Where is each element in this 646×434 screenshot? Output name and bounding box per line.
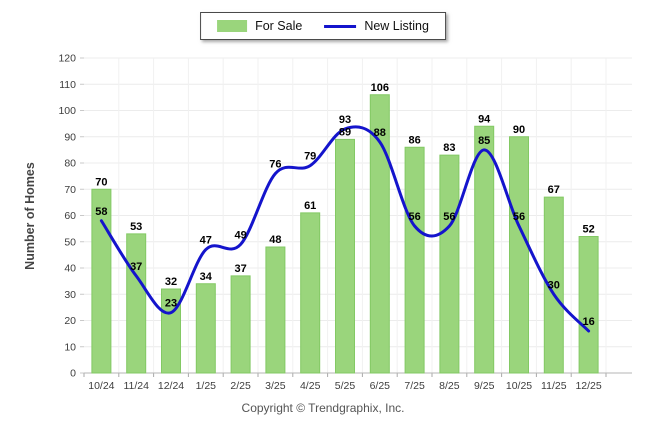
line-new-listing [99,125,591,333]
x-tick-label: 6/25 [370,380,391,392]
line-value-label: 56 [443,211,455,223]
line-value-label: 49 [234,229,246,241]
bar-value-label: 89 [339,126,351,138]
y-tick-label: 60 [64,210,76,222]
bar-value-label: 48 [269,234,281,246]
copyright-text: Copyright © Trendgraphix, Inc. [241,401,405,415]
bar-for-sale [335,138,355,374]
legend-label-new-listing: New Listing [364,19,429,33]
y-tick-label: 90 [64,131,76,143]
y-tick-label: 40 [64,263,76,275]
x-tick-label: 2/25 [230,380,251,392]
bar-for-sale [474,125,495,374]
bar-value-label: 67 [548,184,560,196]
bar-for-sale [195,283,216,374]
legend: For Sale New Listing [200,12,446,40]
x-tick-label: 7/25 [404,380,425,392]
line-value-label: 85 [478,135,490,147]
bar-value-label: 53 [130,221,142,233]
y-tick-label: 110 [59,79,76,91]
bar-for-sale [300,212,321,374]
bar-value-label: 90 [513,124,525,136]
y-tick-label: 10 [64,341,76,353]
line-value-label: 79 [304,151,316,163]
legend-label-for-sale: For Sale [255,19,303,33]
bar-for-sale [578,236,599,374]
line-value-label: 58 [95,206,107,218]
bar-value-label: 52 [582,224,594,236]
bar-value-label: 86 [408,134,420,146]
y-tick-label: 50 [64,236,76,248]
y-tick-label: 80 [64,158,76,170]
x-tick-label: 8/25 [439,380,460,392]
x-tick-label: 12/24 [158,380,184,392]
line-value-label: 88 [374,127,386,139]
bar-value-label: 34 [200,271,213,283]
bar-for-sale [439,154,460,374]
y-tick-label: 0 [70,368,76,380]
line-value-label: 16 [582,316,594,328]
line-value-label: 76 [269,159,281,171]
bar-value-label: 61 [304,200,316,212]
x-tick-label: 12/25 [575,380,601,392]
line-value-label: 56 [408,211,420,223]
bar-for-sale [369,94,390,374]
line-value-label: 30 [548,279,560,291]
bar-for-sale [91,188,112,374]
bar-for-sale [126,233,147,374]
new-listing-line-icon [324,24,357,28]
bar-value-label: 106 [371,82,389,94]
bar-for-sale [265,246,286,374]
y-tick-label: 70 [64,184,76,196]
bar-for-sale [509,136,529,374]
x-tick-label: 10/24 [88,380,114,392]
x-tick-label: 11/25 [541,380,567,392]
bar-value-label: 83 [443,142,455,154]
x-tick-label: 9/25 [474,380,495,392]
x-tick-label: 10/25 [506,380,532,392]
bar-for-sale [404,146,425,374]
y-tick-label: 100 [58,105,76,117]
line-value-label: 47 [200,235,212,247]
bar-for-sale [230,275,251,374]
x-tick-label: 1/25 [196,380,217,392]
y-tick-label: 120 [58,53,76,65]
bar-value-label: 94 [478,113,491,125]
y-tick-label: 20 [64,315,76,327]
legend-item-new-listing: New Listing [324,19,429,33]
bar-value-label: 32 [165,276,177,288]
y-tick-label: 30 [64,289,76,301]
x-tick-label: 5/25 [335,380,356,392]
x-tick-label: 4/25 [300,380,321,392]
line-value-label: 93 [339,114,351,126]
legend-item-for-sale: For Sale [217,19,302,33]
x-tick-label: 3/25 [265,380,286,392]
bar-value-label: 37 [234,263,246,275]
bar-value-label: 70 [95,176,107,188]
for-sale-swatch-icon [217,20,248,32]
line-value-label: 23 [165,298,177,310]
line-value-label: 56 [513,211,525,223]
line-value-label: 37 [130,261,142,273]
bar-for-sale [543,196,564,374]
x-tick-label: 11/24 [123,380,149,392]
